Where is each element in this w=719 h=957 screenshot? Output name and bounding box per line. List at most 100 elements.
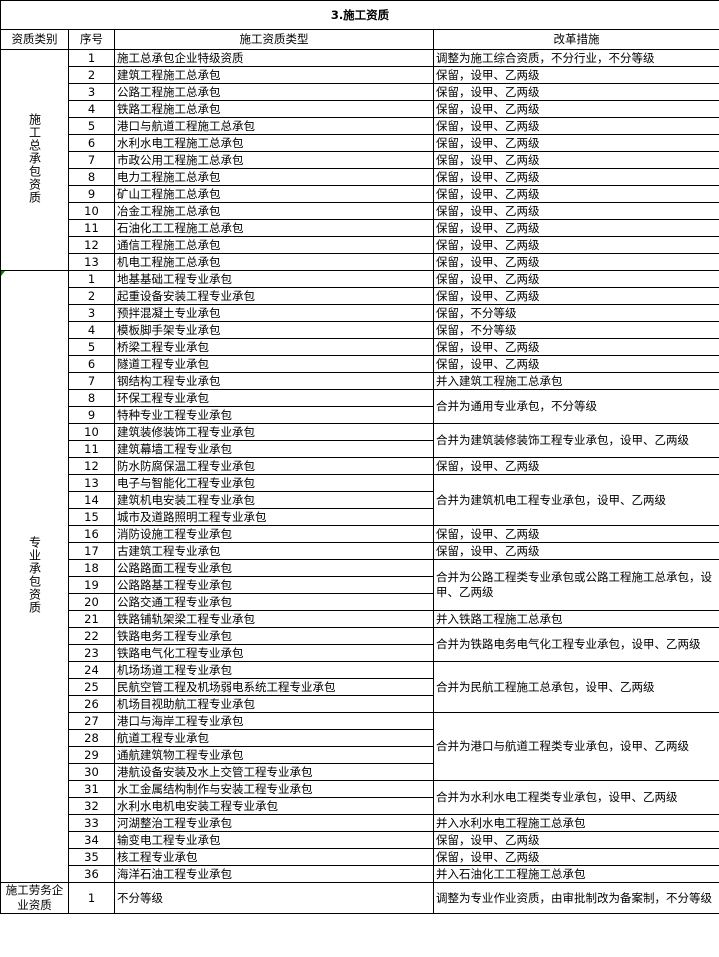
reform-measure: 保留，设甲、乙两级 [433,151,719,169]
qualification-type: 预拌混凝土专业承包 [114,304,434,322]
qualification-type: 公路路面工程专业承包 [114,559,434,577]
reform-measure: 保留，不分等级 [433,321,719,339]
row-number: 23 [68,644,115,662]
table-row: 3 预拌混凝土专业承包 保留，不分等级 [1,304,719,322]
table-row: 8 环保工程专业承包 合并为通用专业承包，不分等级 [1,389,719,424]
row-number: 36 [68,865,115,883]
row-number: 16 [68,525,115,543]
row-number: 22 [68,627,115,645]
table-row: 13 机电工程施工总承包 保留，设甲、乙两级 [1,253,719,271]
row-number: 30 [68,763,115,781]
table-row: 32 水利水电机电安装工程专业承包 [1,797,719,815]
reform-measure: 并入石油化工工程施工总承包 [433,865,719,883]
row-number: 13 [68,474,115,492]
row-number: 7 [68,151,115,169]
row-number: 29 [68,746,115,764]
reform-measure: 合并为公路工程类专业承包或公路工程施工总承包，设甲、乙两级 [433,559,719,611]
reform-measure: 合并为民航工程施工总承包，设甲、乙两级 [433,661,719,713]
qualification-type: 河湖整治工程专业承包 [114,814,434,832]
table-row: 11 石油化工工程施工总承包 保留，设甲、乙两级 [1,219,719,237]
table-row: 31 水工金属结构制作与安装工程专业承包 合并为水利水电工程类专业承包，设甲、乙两级 [1,780,719,815]
table-row: 施工总承包资质 1 施工总承包企业特级资质 调整为施工综合资质，不分行业，不分等级 [0,49,719,271]
qualification-type: 地基基础工程专业承包 [114,270,434,288]
qualification-type: 水利水电机电安装工程专业承包 [114,797,434,815]
reform-measure: 合并为通用专业承包，不分等级 [433,389,719,424]
table-row: 27 港口与海岸工程专业承包 合并为港口与航道工程类专业承包，设甲、乙两级 [1,712,719,781]
table-row: 35 核工程专业承包 保留，设甲、乙两级 [1,848,719,866]
qualification-type: 公路交通工程专业承包 [114,593,434,611]
table-row: 25 民航空管工程及机场弱电系统工程专业承包 [1,678,719,696]
reform-measure: 保留，设甲、乙两级 [433,831,719,849]
row-number: 20 [68,593,115,611]
qualification-type: 铁路工程施工总承包 [114,100,434,118]
qualification-type: 水利水电工程施工总承包 [114,134,434,152]
table-row: 2 起重设备安装工程专业承包 保留，设甲、乙两级 [1,287,719,305]
reform-measure: 保留，设甲、乙两级 [433,355,719,373]
row-number: 6 [68,355,115,373]
category-cell: 专业承包资质 [0,270,69,883]
qualification-type: 海洋石油工程专业承包 [114,865,434,883]
table-row: 4 铁路工程施工总承包 保留，设甲、乙两级 [1,100,719,118]
reform-measure: 保留，设甲、乙两级 [433,457,719,475]
table-row: 33 河湖整治工程专业承包 并入水利水电工程施工总承包 [1,814,719,832]
row-number: 14 [68,491,115,509]
column-header-3: 改革措施 [433,29,719,50]
row-number: 5 [68,117,115,135]
reform-measure: 合并为铁路电务电气化工程专业承包，设甲、乙两级 [433,627,719,662]
qualification-type: 施工总承包企业特级资质 [114,49,434,67]
qualification-type: 城市及道路照明工程专业承包 [114,508,434,526]
category-cell: 施工劳务企业资质 [0,882,69,914]
qualification-type: 环保工程专业承包 [114,389,434,407]
construction-qualification-table: 3.施工资质 资质类别 序号 施工资质类型 改革措施 施工总承包资质 1 施工总承包企业特级资… [0,0,719,914]
qualification-type: 起重设备安装工程专业承包 [114,287,434,305]
table-row: 26 机场目视助航工程专业承包 [1,695,719,713]
row-number: 32 [68,797,115,815]
reform-measure: 并入铁路工程施工总承包 [433,610,719,628]
row-number: 11 [68,219,115,237]
table-row: 5 桥梁工程专业承包 保留，设甲、乙两级 [1,338,719,356]
row-number: 12 [68,236,115,254]
qualification-type: 模板脚手架专业承包 [114,321,434,339]
table-row: 19 公路路基工程专业承包 [1,576,719,594]
qualification-type: 港口与航道工程施工总承包 [114,117,434,135]
title-row: 3.施工资质 [0,0,719,30]
qualification-type: 钢结构工程专业承包 [114,372,434,390]
table-row: 34 输变电工程专业承包 保留，设甲、乙两级 [1,831,719,849]
qualification-type: 隧道工程专业承包 [114,355,434,373]
qualification-type: 建筑幕墙工程专业承包 [114,440,434,458]
table-row: 4 模板脚手架专业承包 保留，不分等级 [1,321,719,339]
table-row: 7 市政公用工程施工总承包 保留，设甲、乙两级 [1,151,719,169]
qualification-type: 通航建筑物工程专业承包 [114,746,434,764]
row-number: 9 [68,406,115,424]
revision-mark-icon [1,271,5,276]
category-label: 施工总承包资质 [27,112,42,204]
table-row: 36 海洋石油工程专业承包 并入石油化工工程施工总承包 [1,865,719,883]
header-row: 资质类别 序号 施工资质类型 改革措施 [0,29,719,50]
reform-measure: 保留，设甲、乙两级 [433,219,719,237]
qualification-type: 公路路基工程专业承包 [114,576,434,594]
reform-measure: 保留，设甲、乙两级 [433,66,719,84]
row-number: 11 [68,440,115,458]
column-header-0: 资质类别 [0,29,69,50]
row-number: 5 [68,338,115,356]
row-number: 7 [68,372,115,390]
row-number: 24 [68,661,115,679]
table-row: 22 铁路电务工程专业承包 合并为铁路电务电气化工程专业承包，设甲、乙两级 [1,627,719,662]
qualification-type: 机场目视助航工程专业承包 [114,695,434,713]
table-row: 10 建筑装修装饰工程专业承包 合并为建筑装修装饰工程专业承包，设甲、乙两级 [1,423,719,458]
category-label: 专业承包资质 [27,535,42,614]
qualification-type: 消防设施工程专业承包 [114,525,434,543]
table-row: 21 铁路铺轨架梁工程专业承包 并入铁路工程施工总承包 [1,610,719,628]
qualification-type: 水工金属结构制作与安装工程专业承包 [114,780,434,798]
row-number: 26 [68,695,115,713]
qualification-type: 港航设备安装及水上交管工程专业承包 [114,763,434,781]
qualification-type: 建筑装修装饰工程专业承包 [114,423,434,441]
qualification-type: 建筑工程施工总承包 [114,66,434,84]
qualification-type: 建筑机电安装工程专业承包 [114,491,434,509]
reform-measure: 并入建筑工程施工总承包 [433,372,719,390]
table-row: 7 钢结构工程专业承包 并入建筑工程施工总承包 [1,372,719,390]
qualification-type: 石油化工工程施工总承包 [114,219,434,237]
reform-measure: 保留，设甲、乙两级 [433,100,719,118]
reform-measure: 保留，设甲、乙两级 [433,525,719,543]
